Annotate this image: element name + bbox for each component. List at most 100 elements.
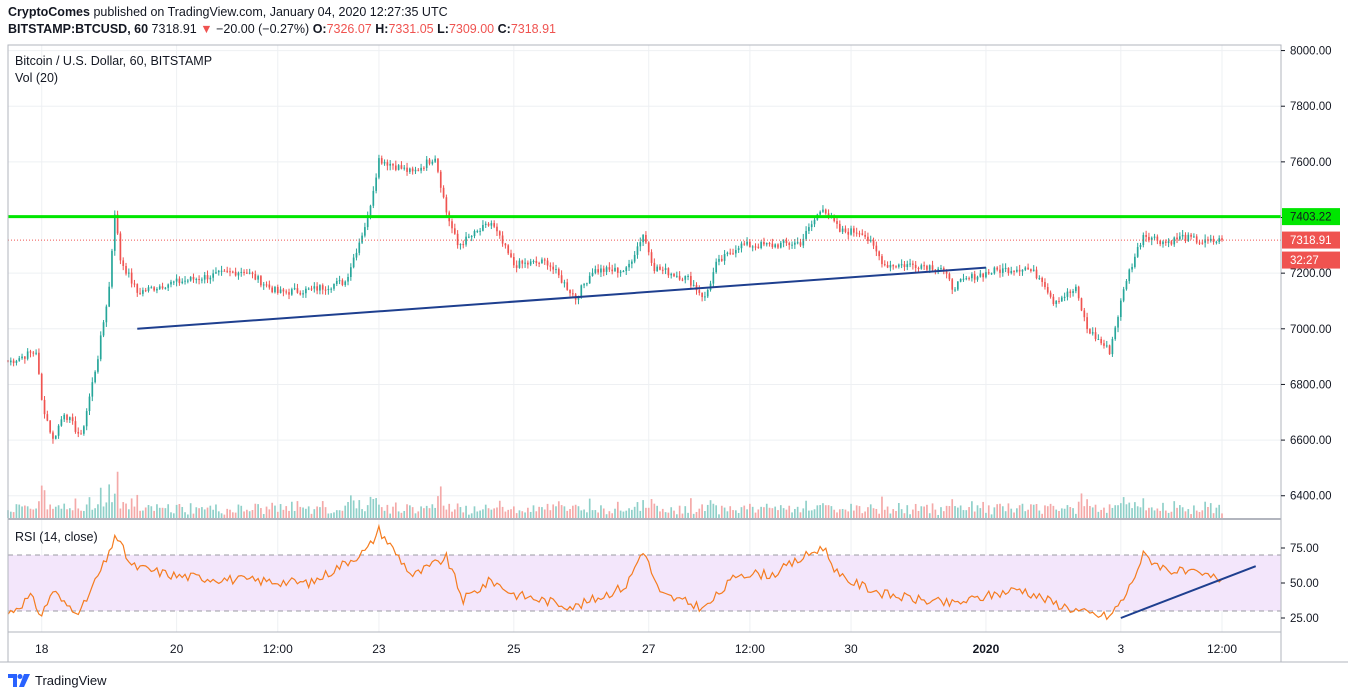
candle-body <box>580 285 583 298</box>
candle-body <box>518 260 521 268</box>
volume-bar <box>383 510 386 518</box>
time-axis[interactable]: 18 20 12:00 23 25 27 12:00 30 2020 3 12:00 <box>35 642 1237 656</box>
candle-body <box>1055 300 1058 304</box>
volume-bar <box>667 512 670 518</box>
candle-body <box>512 257 515 266</box>
ascending-trendline[interactable] <box>137 266 987 330</box>
volume-bar <box>1156 508 1159 518</box>
candle-body <box>858 233 861 235</box>
candle-body <box>734 250 737 254</box>
price-tags: 7403.22 7318.91 32:27 <box>1282 208 1340 269</box>
rsi-axis[interactable]: 75.00 50.00 25.00 <box>1281 543 1319 625</box>
candle-body <box>383 162 386 164</box>
candle-body <box>319 285 321 291</box>
volume-bar <box>878 513 880 518</box>
candle-body <box>223 270 226 272</box>
candle-body <box>490 223 493 226</box>
volume-bar <box>479 510 481 518</box>
volume-bar <box>931 503 934 518</box>
rsi-legend-title[interactable]: RSI (14, close) <box>15 530 98 544</box>
volume-bar <box>105 502 108 518</box>
volume-bar <box>324 507 327 518</box>
volume-bar <box>687 512 689 518</box>
volume-bar <box>701 504 703 518</box>
candle-body <box>338 280 341 282</box>
candle-body <box>88 396 91 412</box>
symbol-label[interactable]: BITSTAMP:BTCUSD, 60 <box>8 22 149 36</box>
volume-bar <box>999 503 1001 518</box>
volume-bar <box>1044 505 1046 518</box>
candle-body <box>380 158 383 164</box>
candle-body <box>957 281 959 290</box>
volume-bar <box>493 508 496 518</box>
publisher-name[interactable]: CryptoComes <box>8 5 90 19</box>
volume-bar <box>858 506 861 518</box>
volume-bar <box>985 512 987 518</box>
candle-body <box>841 228 844 232</box>
volume-bar <box>119 508 122 518</box>
candle-body <box>1142 234 1145 245</box>
candle-body <box>1086 317 1088 330</box>
volume-bar <box>813 509 816 518</box>
price-tick-label: 6600.00 <box>1290 435 1332 447</box>
series-legend-title[interactable]: Bitcoin / U.S. Dollar, 60, BITSTAMP <box>15 54 212 68</box>
candle-body <box>496 226 498 232</box>
rsi-trendline[interactable] <box>1120 565 1257 619</box>
volume-bar <box>400 512 403 518</box>
candle-body <box>1190 234 1192 237</box>
candle-body <box>142 290 144 294</box>
volume-bar <box>1167 512 1170 518</box>
volume-bar <box>1159 510 1162 518</box>
volume-bar <box>122 502 125 518</box>
candle-body <box>546 260 549 266</box>
candle-body <box>1215 241 1218 243</box>
candle-body <box>91 382 94 397</box>
candle-body <box>900 264 903 266</box>
volume-bar <box>265 506 268 518</box>
candle-body <box>38 352 40 374</box>
candle-body <box>392 163 394 166</box>
candle-body <box>361 235 363 243</box>
price-axis[interactable]: 8000.007800.007600.007400.007200.007000.… <box>1281 46 1332 503</box>
volume-bar <box>838 509 841 518</box>
candle-body <box>791 244 793 246</box>
candle-body <box>335 281 338 284</box>
tradingview-brand[interactable]: TradingView <box>35 673 107 688</box>
volume-bar <box>341 510 344 518</box>
candle-body <box>156 288 158 291</box>
candle-body <box>850 228 852 235</box>
change-value: −20.00 (−0.27%) <box>216 22 310 36</box>
volume-bar <box>734 510 737 518</box>
volume-bar <box>327 513 330 518</box>
candle-body <box>600 268 602 273</box>
candle-body <box>462 244 465 246</box>
candle-body <box>777 244 779 248</box>
candle-body <box>515 265 518 268</box>
close-value: 7318.91 <box>510 22 556 36</box>
volume-legend-title[interactable]: Vol (20) <box>15 71 58 85</box>
volume-bar <box>355 508 358 518</box>
volume-bar <box>602 508 605 518</box>
volume-bar <box>1176 507 1178 518</box>
volume-bar <box>164 508 167 518</box>
volume-bar <box>1221 513 1223 518</box>
volume-bar <box>1212 513 1215 518</box>
candle-body <box>1032 269 1035 272</box>
candle-body <box>973 274 976 280</box>
volume-bar <box>681 513 684 518</box>
candle-body <box>572 293 574 295</box>
volume-bar <box>1136 506 1139 518</box>
volume-bar <box>605 514 608 518</box>
volume-bar <box>113 493 116 518</box>
candle-body <box>302 293 304 295</box>
candle-body <box>1004 267 1007 269</box>
volume-bar <box>973 511 976 518</box>
volume-bar <box>900 509 903 518</box>
publisher-line: CryptoComes published on TradingView.com… <box>8 4 556 21</box>
volume-bar <box>49 504 51 518</box>
candle-body <box>914 264 917 268</box>
volume-bar <box>827 505 830 518</box>
candle-body <box>1105 345 1108 347</box>
volume-bar <box>872 508 875 518</box>
